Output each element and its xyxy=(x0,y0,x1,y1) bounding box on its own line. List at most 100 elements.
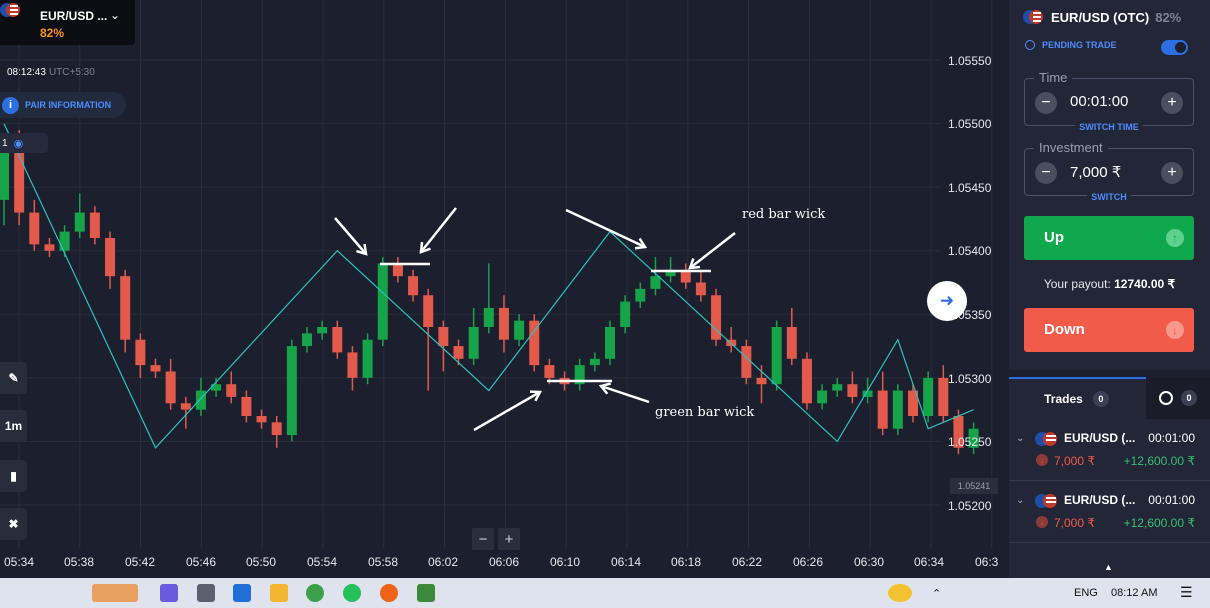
candle-bearish xyxy=(271,422,282,436)
calculator-icon[interactable] xyxy=(197,584,215,602)
candle-bearish xyxy=(908,390,918,416)
time-label: 06:06 xyxy=(489,555,520,569)
server-clock: 08:12:43 UTC+5:30 xyxy=(7,67,95,78)
pair-name: EUR/USD ... xyxy=(40,9,108,23)
time-label: 06:14 xyxy=(611,555,642,569)
arrow-up-icon: ↑ xyxy=(1166,229,1184,247)
switch-link[interactable]: SWITCH xyxy=(1025,192,1193,202)
candle-bearish xyxy=(120,276,131,340)
trades-count-badge: 0 xyxy=(1092,391,1109,407)
time-increase-button[interactable]: + xyxy=(1161,92,1183,114)
trade-profit: +12,600.00 ₹ xyxy=(1123,454,1195,468)
candles-icon: ▮ xyxy=(10,469,17,483)
candle-bullish xyxy=(0,149,9,200)
notifications-icon[interactable]: ☰ xyxy=(1180,584,1193,600)
time-label: 06:02 xyxy=(428,555,459,569)
tab-trades[interactable]: Trades 0 xyxy=(1009,379,1144,419)
chart-type-button[interactable]: ▮ xyxy=(0,460,27,492)
candle-bearish xyxy=(408,276,419,296)
taskbar-clock[interactable]: 08:12 AM xyxy=(1111,587,1158,599)
timeframe-button[interactable]: 1m xyxy=(0,410,27,442)
chevron-down-icon[interactable]: ⌄ xyxy=(1016,495,1025,506)
copilot-icon[interactable] xyxy=(160,584,178,602)
price-chart[interactable]: EUR/USD ... 82% ⌄ 08:12:43 UTC+5:30 i PAI… xyxy=(0,0,1005,578)
candle-bearish xyxy=(695,282,706,296)
candle-bearish xyxy=(14,149,25,213)
indicator-chip[interactable]: 1 ◉ xyxy=(0,133,48,153)
trade-profit: +12,600.00 ₹ xyxy=(1123,516,1195,530)
investment-decrease-button[interactable]: − xyxy=(1035,162,1057,184)
up-button[interactable]: Up ↑ xyxy=(1024,216,1194,260)
whatsapp-icon[interactable] xyxy=(343,584,361,602)
trade-row[interactable]: ⌄ EUR/USD (... 00:01:00 ↓ 7,000 ₹ +12,60… xyxy=(1009,483,1210,543)
candle-bullish xyxy=(968,428,979,448)
price-label: 1.05400 xyxy=(948,244,992,258)
annotation-arrowhead xyxy=(356,243,368,256)
candle-bullish xyxy=(317,327,328,334)
candle-bearish xyxy=(241,396,252,416)
pair-information-button[interactable]: i PAIR INFORMATION xyxy=(0,92,126,118)
candle-bearish xyxy=(165,371,176,404)
time-field[interactable]: Time − 00:01:00 + SWITCH TIME xyxy=(1024,70,1194,132)
arrow-down-icon: ↓ xyxy=(1036,454,1048,466)
investment-value[interactable]: 7,000 ₹ xyxy=(1070,164,1122,181)
time-field-label: Time xyxy=(1034,70,1073,85)
candle-bullish xyxy=(650,276,661,289)
candle-bearish xyxy=(453,346,464,359)
tab-history[interactable]: 0 xyxy=(1146,377,1210,419)
eu-us-flag-icon xyxy=(1035,494,1057,508)
scroll-to-latest-button[interactable]: ➜ xyxy=(927,281,967,321)
zoom-out-button[interactable]: − xyxy=(472,528,494,550)
down-button[interactable]: Down ↓ xyxy=(1024,308,1194,352)
chart-canvas[interactable] xyxy=(0,0,1005,578)
trade-amount: 7,000 ₹ xyxy=(1054,454,1095,468)
trade-row[interactable]: ⌄ EUR/USD (... 00:01:00 ↓ 7,000 ₹ +12,60… xyxy=(1009,421,1210,481)
candle-bullish xyxy=(892,390,903,429)
indicators-button[interactable]: ✖ xyxy=(0,508,27,540)
time-label: 06:34 xyxy=(914,555,945,569)
tab-trades-label: Trades xyxy=(1044,392,1083,406)
candle-bearish xyxy=(877,390,888,429)
candle-bearish xyxy=(392,263,403,277)
widget-icon[interactable] xyxy=(92,584,138,602)
pair-information-label: PAIR INFORMATION xyxy=(25,100,112,110)
weather-icon[interactable] xyxy=(888,584,912,602)
language-indicator[interactable]: ENG xyxy=(1074,587,1098,599)
chevron-down-icon[interactable]: ⌄ xyxy=(1016,433,1025,444)
history-clock-icon xyxy=(1159,391,1173,405)
annotation-arrowhead xyxy=(598,382,612,395)
annotation-arrow xyxy=(565,208,646,249)
candle-bearish xyxy=(529,320,540,366)
time-decrease-button[interactable]: − xyxy=(1035,92,1057,114)
candle-bearish xyxy=(44,244,55,251)
asset-header[interactable]: EUR/USD (OTC) 82% xyxy=(1023,7,1203,27)
price-label: 1.05450 xyxy=(948,181,992,195)
current-price-tag: 1.05241 xyxy=(950,478,998,494)
time-label: 05:34 xyxy=(4,555,35,569)
eye-icon[interactable]: ◉ xyxy=(13,137,24,150)
firefox-icon[interactable] xyxy=(380,584,398,602)
time-value[interactable]: 00:01:00 xyxy=(1070,93,1129,110)
scroll-up-icon[interactable]: ▲ xyxy=(1104,562,1113,572)
trading-app-icon[interactable] xyxy=(417,584,435,602)
switch-time-link[interactable]: SWITCH TIME xyxy=(1025,122,1193,132)
investment-increase-button[interactable]: + xyxy=(1161,162,1183,184)
pending-trade: PENDING TRADE xyxy=(1025,40,1117,50)
pending-trade-toggle[interactable] xyxy=(1161,40,1188,55)
draw-tool-button[interactable]: ✎ xyxy=(0,362,27,394)
outlook-icon[interactable] xyxy=(233,584,251,602)
zoom-in-button[interactable]: + xyxy=(498,528,520,550)
file-explorer-icon[interactable] xyxy=(270,584,288,602)
price-label: 1.05500 xyxy=(948,117,992,131)
candle-bearish xyxy=(938,377,949,416)
chevron-up-icon[interactable]: ⌃ xyxy=(932,588,942,600)
investment-field[interactable]: Investment − 7,000 ₹ + SWITCH xyxy=(1024,140,1194,202)
candle-bullish xyxy=(483,307,494,327)
candle-bullish xyxy=(468,327,479,359)
chrome-icon[interactable] xyxy=(306,584,324,602)
time-label: 05:54 xyxy=(307,555,338,569)
pair-selector[interactable]: EUR/USD ... 82% ⌄ xyxy=(0,0,135,45)
candle-bullish xyxy=(635,288,646,302)
time-label: 06:3 xyxy=(975,555,999,569)
candle-bullish xyxy=(211,384,222,391)
